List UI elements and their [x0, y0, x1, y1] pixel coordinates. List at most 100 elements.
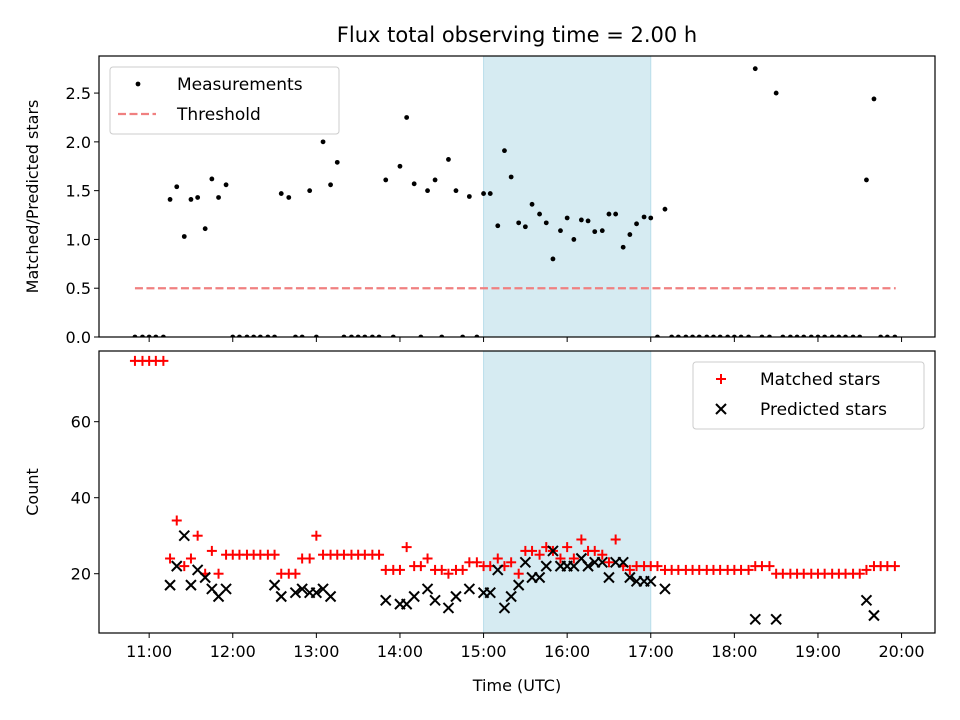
data-point — [589, 545, 600, 556]
data-point — [289, 587, 302, 599]
data-point — [519, 556, 532, 569]
data-point — [429, 594, 441, 607]
x-tick-label: 11:00 — [126, 642, 172, 661]
data-point — [512, 579, 525, 591]
data-point — [550, 256, 556, 262]
data-point — [206, 545, 217, 556]
observing-window-band — [483, 55, 652, 338]
data-point — [576, 534, 587, 545]
data-point — [411, 181, 417, 187]
data-point — [558, 228, 563, 234]
data-point — [328, 182, 333, 188]
data-point — [188, 197, 194, 202]
data-point — [171, 560, 183, 572]
data-point — [374, 549, 385, 560]
data-point — [165, 553, 176, 564]
data-point — [443, 568, 454, 579]
x-tick-label: 15:00 — [461, 642, 507, 661]
data-point — [442, 602, 455, 614]
data-point — [275, 590, 287, 603]
data-point — [508, 174, 514, 180]
data-point — [296, 583, 308, 595]
legend-label: Measurements — [177, 75, 303, 95]
data-point — [268, 579, 281, 591]
legend: Matched stars Predicted stars — [692, 361, 925, 430]
data-point — [178, 529, 190, 542]
data-point — [311, 530, 322, 541]
data-point — [505, 590, 517, 603]
data-point — [278, 191, 284, 196]
data-point — [864, 177, 869, 183]
data-point — [471, 557, 482, 568]
x-tick-label: 20:00 — [879, 642, 925, 661]
data-point — [457, 564, 468, 575]
data-point — [597, 549, 608, 560]
data-point — [401, 542, 412, 553]
data-point — [495, 223, 501, 229]
data-point — [492, 564, 504, 576]
data-point — [171, 515, 182, 526]
y-axis-label: Count — [23, 468, 42, 516]
y-tick-label: 1.5 — [66, 182, 91, 201]
data-point — [627, 232, 633, 237]
data-point — [537, 211, 542, 217]
data-point — [421, 583, 434, 595]
data-point — [854, 568, 865, 579]
data-point — [547, 545, 559, 557]
data-point — [540, 560, 552, 572]
data-point — [383, 177, 389, 183]
y-tick-label: 1.0 — [66, 230, 91, 249]
data-point — [617, 556, 629, 569]
data-point — [592, 229, 598, 235]
data-point — [516, 220, 522, 226]
data-point — [620, 244, 626, 250]
data-point — [174, 184, 180, 190]
data-point — [484, 587, 496, 599]
data-point — [603, 557, 614, 568]
x-tick-label: 18:00 — [711, 642, 757, 661]
data-point — [223, 182, 229, 188]
data-point — [652, 561, 663, 572]
data-point — [192, 530, 203, 541]
data-point — [889, 561, 900, 572]
data-point — [450, 590, 462, 603]
data-point — [603, 571, 615, 584]
data-point — [290, 568, 301, 579]
data-point — [624, 564, 635, 575]
data-point — [185, 553, 196, 564]
y-tick-label: 2.5 — [66, 84, 91, 103]
data-point — [307, 188, 313, 194]
data-point — [394, 564, 405, 575]
y-tick-label: 2.0 — [66, 133, 91, 152]
data-point — [195, 195, 201, 200]
y-tick-label: 60 — [71, 413, 91, 432]
data-point — [408, 590, 420, 603]
data-point — [764, 561, 775, 572]
data-point — [641, 214, 647, 220]
data-point — [871, 96, 877, 102]
y-tick-label: 20 — [71, 565, 91, 584]
data-point — [269, 549, 280, 560]
series-predicted-stars — [164, 529, 880, 626]
data-point — [286, 195, 292, 200]
data-point — [527, 545, 538, 556]
data-point — [543, 220, 549, 226]
data-point — [749, 613, 761, 626]
legend-frame — [692, 361, 925, 430]
data-point — [404, 115, 410, 120]
data-point — [498, 602, 511, 614]
data-point — [422, 553, 433, 564]
data-point — [571, 237, 577, 242]
data-point — [216, 195, 221, 200]
series-measurements — [132, 66, 898, 337]
x-tick-label: 14:00 — [377, 642, 423, 661]
data-point — [397, 163, 403, 169]
data-point — [304, 553, 315, 564]
data-point — [868, 609, 880, 622]
data-point — [463, 583, 476, 595]
data-point — [466, 194, 472, 199]
legend-marker — [715, 403, 727, 415]
data-point — [324, 590, 337, 603]
data-point — [645, 575, 657, 588]
